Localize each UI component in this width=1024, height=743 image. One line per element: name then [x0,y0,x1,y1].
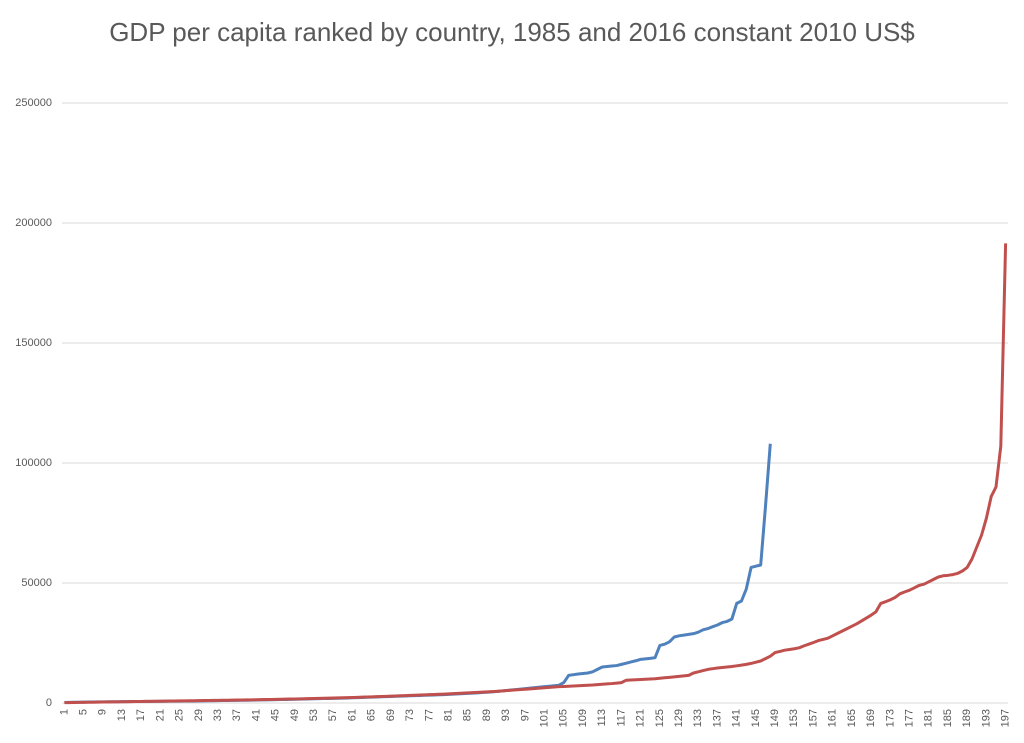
x-tick-label: 73 [404,709,416,721]
x-tick-label: 169 [865,709,877,727]
x-tick-label: 37 [231,709,243,721]
x-tick-label: 1 [58,709,70,715]
x-tick-label: 109 [577,709,589,727]
y-tick-label: 150000 [15,337,52,349]
x-tick-label: 137 [711,709,723,727]
series-line [64,443,772,705]
x-tick-label: 53 [308,709,320,721]
x-tick-label: 21 [154,709,166,721]
x-tick-label: 45 [270,709,282,721]
x-tick-label: 105 [558,709,570,727]
x-tick-label: 133 [692,709,704,727]
x-tick-label: 85 [462,709,474,721]
x-tick-label: 57 [327,709,339,721]
x-tick-label: 141 [731,709,743,727]
x-tick-label: 65 [366,709,378,721]
x-tick-label: 101 [539,709,551,727]
x-tick-label: 41 [250,709,262,721]
x-tick-label: 129 [673,709,685,727]
x-tick-label: 149 [769,709,781,727]
chart-title: GDP per capita ranked by country, 1985 a… [109,17,915,47]
x-tick-label: 29 [193,709,205,721]
y-tick-label: 250000 [15,97,52,109]
x-tick-label: 189 [961,709,973,727]
x-tick-label: 121 [635,709,647,727]
x-tick-label: 145 [750,709,762,727]
x-tick-label: 9 [97,709,109,715]
y-tick-label: 100000 [15,457,52,469]
x-tick-label: 165 [846,709,858,727]
x-tick-label: 173 [884,709,896,727]
x-tick-label: 77 [423,709,435,721]
x-tick-label: 153 [788,709,800,727]
x-tick-label: 89 [481,709,493,721]
x-tick-label: 181 [923,709,935,727]
y-tick-label: 0 [46,697,52,709]
x-tick-label: 69 [385,709,397,721]
x-tick-label: 93 [500,709,512,721]
x-tick-label: 197 [1000,709,1012,727]
x-tick-label: 49 [289,709,301,721]
y-tick-label: 50000 [21,577,52,589]
x-tick-label: 13 [116,709,128,721]
x-tick-label: 25 [174,709,186,721]
x-tick-label: 81 [442,709,454,721]
x-tick-label: 125 [654,709,666,727]
x-tick-label: 157 [807,709,819,727]
x-tick-label: 185 [942,709,954,727]
x-tick-label: 17 [135,709,147,721]
x-tick-label: 33 [212,709,224,721]
y-tick-label: 200000 [15,217,52,229]
x-tick-label: 97 [519,709,531,721]
x-tick-label: 177 [903,709,915,727]
x-tick-label: 117 [615,709,627,727]
x-tick-label: 161 [827,709,839,727]
series-line [64,243,1008,705]
x-tick-label: 5 [78,709,90,715]
x-tick-label: 61 [346,709,358,721]
x-tick-label: 113 [596,709,608,727]
x-tick-label: 193 [980,709,992,727]
